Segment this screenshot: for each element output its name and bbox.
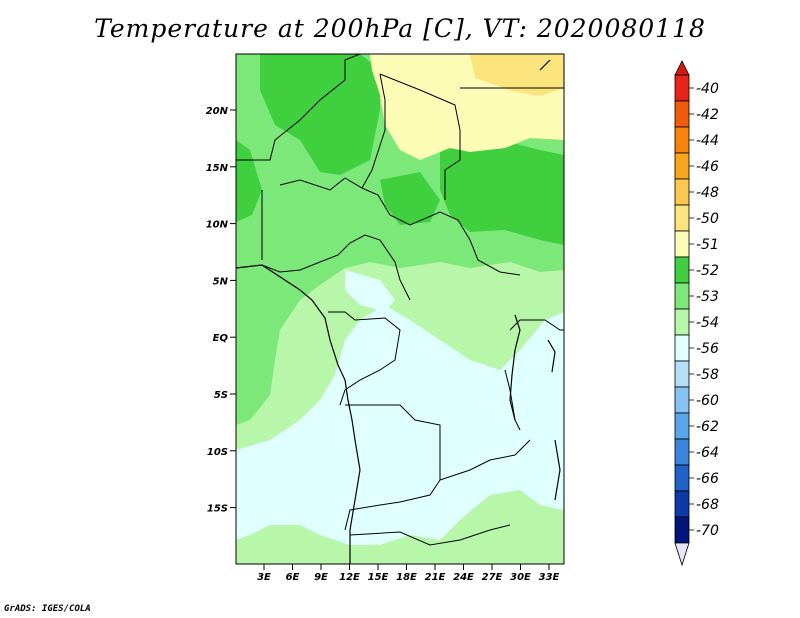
lon-tick-label: 12E xyxy=(339,572,360,583)
legend-swatch xyxy=(674,282,690,310)
lat-tick-label: 15N xyxy=(206,163,229,174)
legend-label: -70 xyxy=(696,523,719,539)
legend-swatch xyxy=(674,100,690,128)
legend-label: -68 xyxy=(696,497,719,513)
lon-tick-label: 3E xyxy=(257,572,271,583)
legend-swatch xyxy=(674,178,690,206)
legend-swatch xyxy=(674,256,690,284)
lat-tick-label: 15S xyxy=(207,504,228,515)
legend-label: -42 xyxy=(696,107,719,123)
lon-tick-label: 18E xyxy=(396,572,417,583)
latitude-axis: 20N 15N 10N 5N EQ 5S 10S 15S xyxy=(206,106,236,515)
legend-swatch xyxy=(674,516,690,544)
legend-swatch xyxy=(674,360,690,388)
temperature-field xyxy=(236,54,564,564)
legend-swatch xyxy=(674,490,690,518)
legend-label: -58 xyxy=(696,367,719,383)
field-band-56-center xyxy=(345,270,395,312)
lon-tick-label: 33E xyxy=(539,572,560,583)
map-frame xyxy=(235,53,565,565)
lat-tick-label: EQ xyxy=(213,333,229,344)
field-band-52-north xyxy=(260,54,380,175)
legend-swatch xyxy=(674,308,690,336)
lat-tick-label: 5S xyxy=(214,390,228,401)
legend-label: -53 xyxy=(696,289,719,305)
chart-title: Temperature at 200hPa [C], VT: 202008011… xyxy=(94,14,706,43)
field-band-50 xyxy=(470,54,564,96)
legend-label: -52 xyxy=(696,263,719,279)
lon-tick-label: 27E xyxy=(482,572,503,583)
legend-label: -54 xyxy=(696,315,719,331)
legend-label: -60 xyxy=(696,393,719,409)
lat-tick-label: 20N xyxy=(206,106,229,117)
lon-tick-label: 9E xyxy=(314,572,328,583)
legend-label: -40 xyxy=(696,81,719,97)
legend-label: -50 xyxy=(696,211,719,227)
longitude-axis: 3E 6E 9E 12E 15E 18E 21E 24E 27E 30E 33E xyxy=(257,564,560,583)
field-band-56-south xyxy=(236,305,564,545)
field-band-52-east xyxy=(440,140,564,245)
lon-tick-label: 24E xyxy=(453,572,474,583)
legend-label: -64 xyxy=(696,445,719,461)
legend-swatch xyxy=(674,152,690,180)
legend-swatch xyxy=(674,334,690,362)
legend-label: -62 xyxy=(696,419,719,435)
legend-label: -48 xyxy=(696,185,719,201)
coastline xyxy=(236,59,561,564)
lon-tick-label: 21E xyxy=(425,572,446,583)
legend-swatch xyxy=(674,412,690,440)
legend-swatch xyxy=(674,464,690,492)
legend-label: -44 xyxy=(696,133,719,149)
legend-swatch xyxy=(674,74,690,102)
lat-tick-label: 5N xyxy=(213,276,229,287)
country-borders xyxy=(236,54,564,546)
legend-label: -66 xyxy=(696,471,719,487)
lat-tick-label: 10S xyxy=(207,447,228,458)
legend-label: -56 xyxy=(696,341,719,357)
lat-tick-label: 10N xyxy=(206,220,229,231)
lon-tick-label: 15E xyxy=(368,572,389,583)
lon-tick-label: 30E xyxy=(510,572,531,583)
legend-label: -46 xyxy=(696,159,719,175)
lon-tick-label: 6E xyxy=(286,572,300,583)
color-legend: -40 -42 -44 -46 -48 -50 -51 -52 -53 -54 -56 -58 -60 -… xyxy=(674,60,719,567)
field-band-56-streak xyxy=(300,410,350,470)
legend-top-arrow xyxy=(674,60,690,76)
legend-swatch xyxy=(674,204,690,232)
legend-swatch xyxy=(674,438,690,466)
legend-label: -51 xyxy=(696,237,719,253)
legend-swatch xyxy=(674,386,690,414)
legend-swatch xyxy=(674,230,690,258)
field-band-52-center xyxy=(380,172,440,225)
legend-swatch xyxy=(674,126,690,154)
credit-text: GrADS: IGES/COLA xyxy=(4,604,91,614)
legend-bottom-arrow xyxy=(674,542,690,567)
